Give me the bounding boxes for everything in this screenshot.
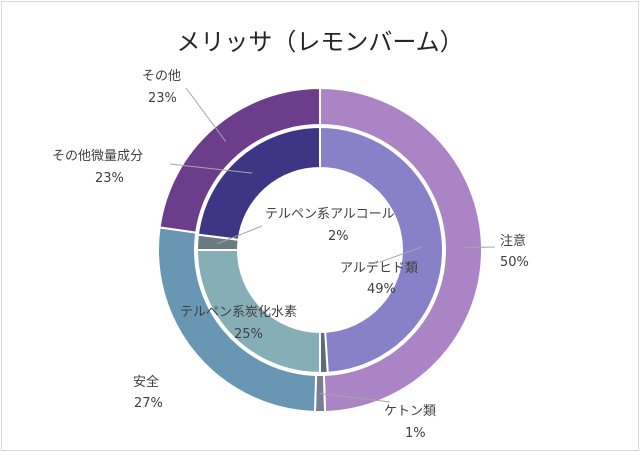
label-trace-name: その他微量成分 [52, 149, 143, 164]
label-aldehyde-name: アルデヒド類 [340, 260, 418, 276]
label-caution-pct: 50% [500, 255, 529, 270]
label-aldehyde-pct: 49% [367, 282, 396, 297]
label-alcohol-name: テルペン系アルコール [265, 207, 395, 222]
chart-title: メリッサ（レモンバーム） [176, 28, 464, 56]
slice-outer-3 [158, 86, 321, 234]
label-ketone-outer-pct: 1% [405, 426, 426, 441]
label-alcohol-pct: 2% [328, 229, 349, 244]
leader-line [169, 163, 253, 174]
label-other-pct: 23% [148, 91, 177, 106]
leader-line [319, 393, 391, 403]
label-other-name: その他 [142, 69, 181, 84]
slice-inner-0 [319, 125, 444, 374]
label-safe-pct: 27% [134, 396, 163, 411]
slice-outer-0 [319, 86, 483, 413]
label-ketone-outer-name: ケトン類 [384, 404, 436, 419]
label-safe-name: 安全 [133, 374, 159, 390]
label-trace-pct: 23% [95, 171, 124, 186]
leader-line [463, 246, 496, 249]
leader-line [217, 225, 263, 245]
leader-line [185, 87, 227, 142]
leader-line [247, 307, 263, 323]
slice-inner-4 [196, 125, 321, 241]
label-hydrocarbon-name: テルペン系炭化水素 [180, 305, 297, 320]
leader-line [379, 246, 423, 263]
label-caution-name: 注意 [500, 233, 526, 249]
label-hydrocarbon-pct: 25% [234, 327, 263, 342]
